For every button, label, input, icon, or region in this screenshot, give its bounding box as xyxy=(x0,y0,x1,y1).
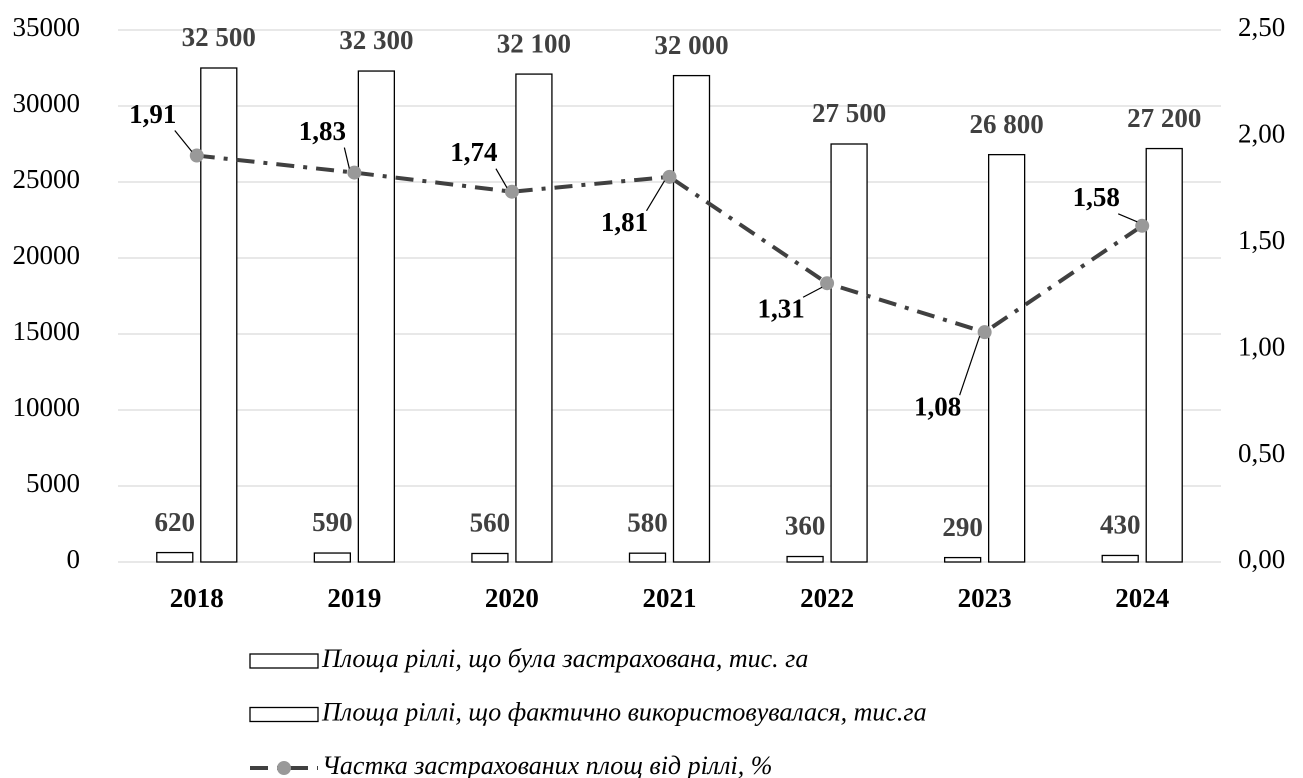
y2-tick-label: 1,50 xyxy=(1238,225,1285,255)
legend-label: Площа ріллі, що фактично використовувала… xyxy=(321,697,927,726)
leader-line xyxy=(343,147,350,169)
line-marker xyxy=(347,165,362,180)
x-tick-label: 2020 xyxy=(485,583,539,613)
y2-tick-label: 2,00 xyxy=(1238,119,1285,149)
y-tick-label: 5000 xyxy=(26,468,80,498)
bar-value-label: 620 xyxy=(155,507,196,537)
bar xyxy=(1101,554,1139,563)
bar xyxy=(313,552,352,563)
y-tick-label: 0 xyxy=(67,544,81,574)
bar xyxy=(200,67,238,563)
line-value-label: 1,83 xyxy=(299,116,346,146)
bar xyxy=(1145,147,1183,563)
bar-value-label: 32 300 xyxy=(339,25,413,55)
legend-marker xyxy=(277,761,291,775)
leader-line xyxy=(802,286,823,298)
line-marker xyxy=(662,169,677,184)
bar xyxy=(471,552,509,563)
bar-value-label: 290 xyxy=(942,512,983,542)
line-value-label: 1,58 xyxy=(1073,182,1120,212)
x-tick-label: 2021 xyxy=(643,583,697,613)
bar-value-label: 32 100 xyxy=(497,28,571,58)
bar-value-label: 430 xyxy=(1100,510,1141,540)
leader-line xyxy=(645,180,666,212)
x-tick-label: 2023 xyxy=(958,583,1012,613)
bar xyxy=(786,555,824,563)
bar xyxy=(357,70,396,563)
y-tick-label: 20000 xyxy=(13,240,81,270)
line-marker xyxy=(977,325,992,340)
y2-tick-label: 0,50 xyxy=(1238,438,1285,468)
line-marker xyxy=(504,184,519,199)
bar xyxy=(156,551,194,563)
y-tick-label: 30000 xyxy=(13,88,81,118)
y2-tick-label: 2,50 xyxy=(1238,12,1285,42)
y-tick-label: 25000 xyxy=(13,164,81,194)
leader-line xyxy=(959,335,981,396)
line-marker xyxy=(1135,218,1150,233)
line-value-label: 1,91 xyxy=(129,99,176,129)
line-marker xyxy=(820,276,835,291)
line-value-label: 1,31 xyxy=(757,293,804,323)
leader-line xyxy=(174,130,193,152)
x-tick-label: 2018 xyxy=(170,583,224,613)
bar xyxy=(672,74,711,563)
bar-value-label: 27 500 xyxy=(812,98,886,128)
y2-tick-label: 0,00 xyxy=(1238,544,1285,574)
line-marker xyxy=(189,148,204,163)
bar xyxy=(515,73,553,563)
bar xyxy=(987,153,1026,563)
bar-value-label: 360 xyxy=(785,511,826,541)
bar-value-label: 27 200 xyxy=(1127,103,1201,133)
leader-line xyxy=(1117,213,1138,223)
x-tick-label: 2022 xyxy=(800,583,854,613)
y-tick-label: 10000 xyxy=(13,392,81,422)
bar-value-label: 32 000 xyxy=(654,30,728,60)
bar-value-label: 560 xyxy=(470,508,511,538)
bar-value-label: 580 xyxy=(627,507,668,537)
line-value-label: 1,74 xyxy=(450,137,497,167)
leader-line xyxy=(495,168,508,189)
y-tick-label: 35000 xyxy=(13,12,81,42)
bar-value-label: 590 xyxy=(312,507,353,537)
legend-label: Площа ріллі, що була застрахована, тис. … xyxy=(321,644,808,673)
line-value-label: 1,81 xyxy=(601,207,648,237)
bar xyxy=(628,552,667,563)
legend-swatch xyxy=(249,706,319,723)
bar-value-label: 32 500 xyxy=(182,22,256,52)
bar-value-label: 26 800 xyxy=(970,109,1044,139)
x-tick-label: 2024 xyxy=(1115,583,1169,613)
line-value-label: 1,08 xyxy=(914,391,961,421)
x-tick-label: 2019 xyxy=(327,583,381,613)
bar xyxy=(943,556,982,563)
legend-label: Частка застрахованих площ від ріллі, % xyxy=(322,751,772,778)
bar xyxy=(830,143,868,563)
legend-swatch xyxy=(249,653,319,669)
y2-tick-label: 1,00 xyxy=(1238,331,1285,361)
y-tick-label: 15000 xyxy=(13,316,81,346)
